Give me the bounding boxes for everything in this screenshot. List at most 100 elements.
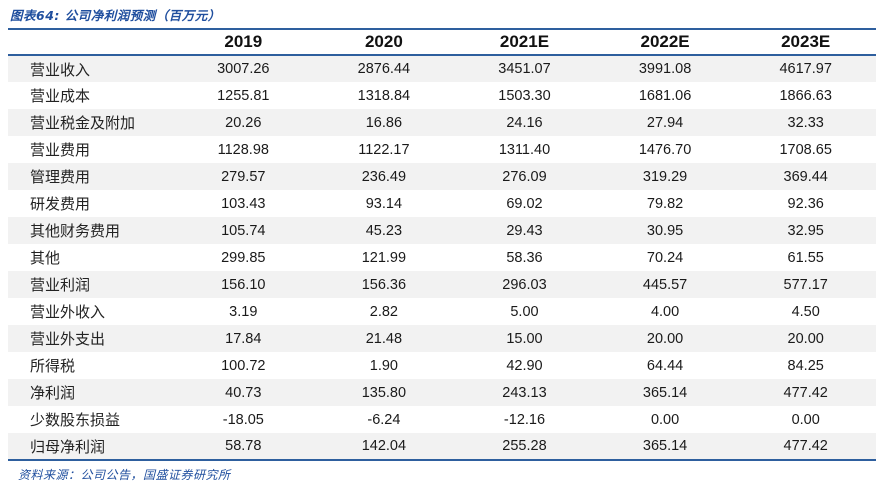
value-cell: 79.82 [646, 195, 684, 212]
value-cell: 445.57 [642, 276, 688, 293]
value-cell: 4.00 [650, 303, 680, 320]
value-cell: 27.94 [646, 114, 684, 131]
row-label: 少数股东损益 [30, 411, 121, 429]
row-label: 营业成本 [30, 87, 91, 105]
table-row: 营业收入 3007.26 2876.44 3451.07 3991.08 4617.97 [8, 55, 876, 82]
value-cell: 29.43 [506, 222, 543, 239]
value-cell: 365.14 [642, 384, 688, 401]
year-column-header: 2019 [173, 29, 314, 56]
value-cell: 84.25 [787, 357, 824, 374]
value-cell: 1128.98 [217, 141, 269, 158]
year-column-header: 2023E [735, 29, 876, 56]
value-cell: 45.23 [365, 222, 403, 239]
value-cell: 279.57 [221, 168, 266, 185]
value-cell: 1.90 [369, 357, 398, 374]
value-cell: 20.26 [225, 114, 262, 131]
value-cell: -6.24 [367, 411, 401, 428]
value-cell: 1122.17 [358, 141, 410, 158]
value-cell: 70.24 [646, 249, 684, 266]
value-cell: 16.86 [365, 114, 403, 131]
value-cell: 58.78 [225, 438, 262, 454]
value-cell: 1866.63 [779, 87, 832, 104]
value-cell: 1503.30 [498, 87, 551, 104]
value-cell: 5.00 [510, 303, 539, 320]
row-label: 营业费用 [30, 141, 91, 159]
value-cell: 100.72 [221, 357, 266, 374]
value-cell: 103.43 [221, 195, 266, 212]
row-label: 净利润 [30, 384, 76, 402]
value-cell: 1681.06 [638, 87, 692, 104]
value-cell: -18.05 [222, 411, 264, 428]
value-cell: 17.84 [225, 330, 262, 347]
table-row: 净利润 40.73 135.80 243.13 365.14 477.42 [8, 379, 876, 406]
table-row: 营业税金及附加 20.26 16.86 24.16 27.94 32.33 [8, 109, 876, 136]
value-cell: 577.17 [783, 276, 828, 293]
year-column-header: 2020 [313, 29, 455, 56]
figure-title: 图表64: 公司净利润预测（百万元） [10, 8, 221, 23]
value-cell: 64.44 [646, 357, 684, 374]
value-cell: 1318.84 [357, 87, 411, 104]
value-cell: 0.00 [791, 411, 820, 428]
value-cell: 296.03 [502, 276, 547, 293]
value-cell: 365.14 [642, 438, 688, 454]
value-cell: 142.04 [361, 438, 407, 454]
row-label: 所得税 [30, 357, 76, 375]
row-label: 营业税金及附加 [30, 114, 136, 132]
table-row: 研发费用 103.43 93.14 69.02 79.82 92.36 [8, 190, 876, 217]
value-cell: 319.29 [642, 168, 688, 185]
row-label: 归母净利润 [30, 437, 106, 456]
net-profit-forecast-table: 2019 2020 2021E 2022E 2023E 营业收入 3007.26 2876.… [8, 28, 876, 461]
year-column-header: 2021E [454, 29, 595, 56]
source-note: 资料来源：公司公告，国盛证券研究所 [18, 468, 231, 482]
value-cell: 42.90 [506, 357, 543, 374]
value-cell: 156.36 [361, 276, 407, 293]
value-cell: 20.00 [787, 330, 824, 347]
value-cell: 1708.65 [779, 141, 832, 158]
table-row: 归母净利润 58.78 142.04 255.28 365.14 477.42 [8, 433, 876, 460]
value-cell: 121.99 [361, 249, 407, 266]
row-label: 营业收入 [30, 60, 91, 79]
value-cell: 3.19 [229, 303, 258, 320]
value-cell: 0.00 [650, 411, 680, 428]
value-cell: 3007.26 [217, 61, 270, 77]
value-cell: 21.48 [365, 330, 403, 347]
value-cell: 135.80 [361, 384, 407, 401]
table-row: 管理费用 279.57 236.49 276.09 319.29 369.44 [8, 163, 876, 190]
row-label: 管理费用 [30, 168, 91, 186]
value-cell: 1311.40 [498, 141, 551, 158]
value-cell: 2.82 [369, 303, 398, 320]
table-row: 营业费用 1128.98 1122.17 1311.40 1476.70 1708.65 [8, 136, 876, 163]
table-row: 其他财务费用 105.74 45.23 29.43 30.95 32.95 [8, 217, 876, 244]
value-cell: 24.16 [506, 114, 543, 131]
row-label: 研发费用 [30, 195, 91, 213]
value-cell: 58.36 [506, 249, 543, 266]
value-cell: 40.73 [225, 384, 262, 401]
value-cell: 4617.97 [779, 61, 832, 77]
value-cell: 156.10 [221, 276, 266, 293]
table-row: 少数股东损益 -18.05 -6.24 -12.16 0.00 0.00 [8, 406, 876, 433]
value-cell: 3991.08 [638, 61, 692, 77]
row-label: 其他财务费用 [30, 222, 121, 240]
value-cell: 30.95 [646, 222, 684, 239]
table-row: 营业外支出 17.84 21.48 15.00 20.00 20.00 [8, 325, 876, 352]
table-row: 营业外收入 3.19 2.82 5.00 4.00 4.50 [8, 298, 876, 325]
corner-header [8, 29, 173, 56]
value-cell: 1255.81 [217, 87, 270, 104]
value-cell: 236.49 [361, 168, 407, 185]
value-cell: 61.55 [787, 249, 824, 266]
row-label: 营业利润 [30, 276, 91, 294]
value-cell: 105.74 [221, 222, 266, 239]
year-column-header: 2022E [594, 29, 736, 56]
value-cell: 276.09 [502, 168, 547, 185]
value-cell: 299.85 [221, 249, 266, 266]
value-cell: 255.28 [502, 438, 547, 454]
value-cell: 477.42 [783, 438, 828, 454]
value-cell: 32.33 [787, 114, 824, 131]
value-cell: 369.44 [783, 168, 828, 185]
value-cell: 20.00 [646, 330, 684, 347]
row-label: 营业外支出 [30, 330, 106, 348]
value-cell: 92.36 [787, 195, 824, 212]
table-body: 营业收入 3007.26 2876.44 3451.07 3991.08 4617.97 营… [8, 55, 876, 460]
header-row: 2019 2020 2021E 2022E 2023E [8, 29, 876, 56]
